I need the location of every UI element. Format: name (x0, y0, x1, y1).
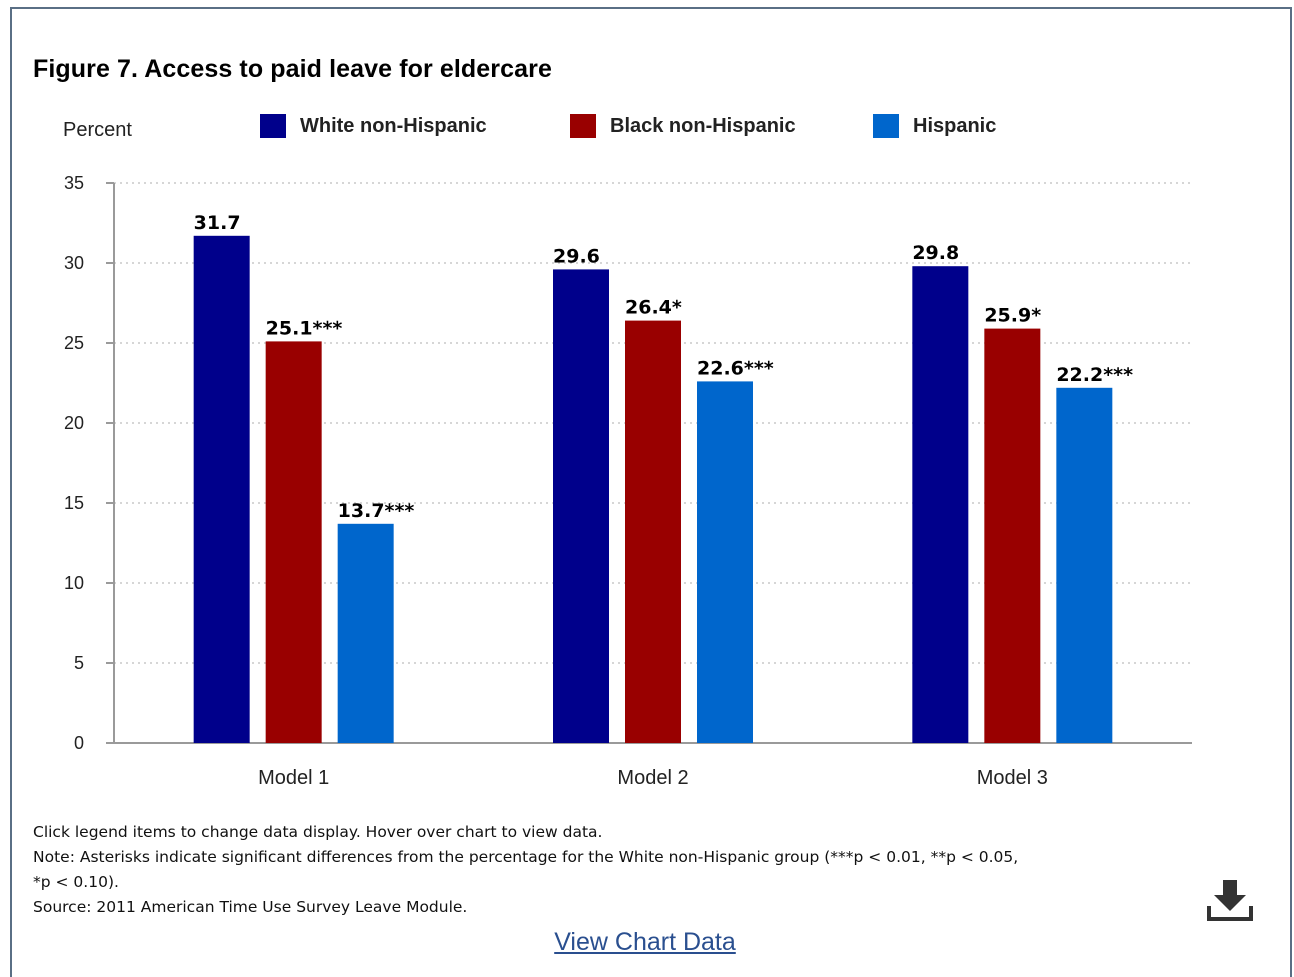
legend-item-hispanic[interactable]: Hispanic (873, 114, 996, 138)
y-tick-label: 20 (64, 413, 84, 433)
data-label: 31.7 (194, 212, 241, 234)
y-tick-label: 15 (64, 493, 84, 513)
x-category-label: Model 2 (617, 767, 688, 789)
bar (553, 269, 609, 743)
legend-swatch (260, 114, 286, 138)
bar (1056, 387, 1113, 743)
legend-label: Black non-Hispanic (610, 114, 796, 137)
interaction-hint: Click legend items to change data displa… (33, 823, 603, 841)
data-label: 29.6 (553, 245, 600, 267)
data-label: 25.1*** (266, 317, 343, 339)
legend-label: Hispanic (913, 114, 997, 137)
view-chart-data-link[interactable]: View Chart Data (554, 928, 736, 956)
significance-note: Note: Asterisks indicate significant dif… (33, 848, 1019, 866)
x-category-label: Model 1 (258, 767, 329, 789)
download-icon[interactable] (1206, 878, 1254, 924)
bar (337, 523, 394, 743)
legend-swatch (873, 114, 899, 138)
legend-swatch (570, 114, 596, 138)
x-category-label: Model 3 (977, 767, 1048, 789)
y-tick-label: 35 (64, 173, 84, 193)
bar (984, 328, 1041, 743)
data-label: 26.4* (625, 297, 682, 319)
y-tick-label: 0 (74, 733, 84, 753)
chart-notes: Click legend items to change data displa… (33, 820, 1203, 920)
data-label: 13.7*** (338, 500, 415, 522)
legend-item-black-non-hispanic[interactable]: Black non-Hispanic (570, 114, 796, 138)
source-note: Source: 2011 American Time Use Survey Le… (33, 898, 468, 916)
data-label: 22.2*** (1056, 364, 1133, 386)
bar (265, 341, 322, 743)
data-label: 22.6*** (697, 357, 774, 379)
legend-item-white-non-hispanic[interactable]: White non-Hispanic (260, 114, 487, 138)
bar (912, 266, 969, 743)
y-tick-label: 25 (64, 333, 84, 353)
y-axis-unit-label: Percent (63, 119, 132, 141)
bar-chart[interactable]: 0 5 10 15 20 25 30 35 31.7 25.1*** 13.7*** Model 1 2… (0, 0, 1294, 820)
data-label: 29.8 (912, 242, 959, 264)
y-tick-label: 5 (74, 653, 84, 673)
y-tick-label: 10 (64, 573, 84, 593)
bar (697, 381, 753, 743)
chart-container (10, 7, 1292, 977)
bar (193, 235, 250, 744)
legend-label: White non-Hispanic (300, 114, 487, 137)
view-chart-data-row: View Chart Data (0, 928, 1290, 957)
data-label: 25.9* (984, 305, 1041, 327)
figure-title: Figure 7. Access to paid leave for elder… (33, 55, 552, 83)
bar (625, 320, 681, 743)
y-tick-label: 30 (64, 253, 84, 273)
significance-note-continued: *p < 0.10). (33, 873, 119, 891)
